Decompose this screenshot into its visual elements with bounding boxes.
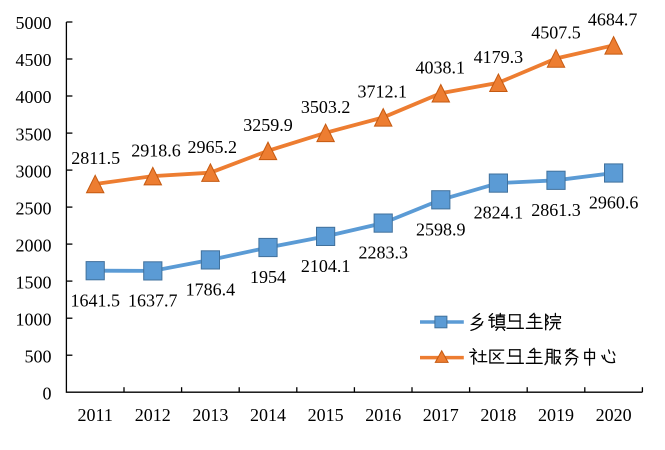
svg-text:2500: 2500 (16, 198, 52, 218)
svg-text:1954: 1954 (250, 267, 286, 287)
svg-text:2016: 2016 (365, 405, 401, 425)
svg-text:1641.5: 1641.5 (70, 290, 120, 310)
svg-text:4500: 4500 (16, 50, 52, 70)
svg-text:500: 500 (25, 346, 52, 366)
svg-text:1637.7: 1637.7 (128, 291, 178, 311)
svg-text:2104.1: 2104.1 (301, 256, 351, 276)
svg-text:5000: 5000 (16, 13, 52, 33)
svg-text:4038.1: 4038.1 (416, 57, 466, 77)
svg-text:4684.7: 4684.7 (588, 10, 638, 30)
svg-text:3000: 3000 (16, 161, 52, 181)
svg-text:4507.5: 4507.5 (531, 23, 581, 43)
svg-text:2012: 2012 (135, 405, 171, 425)
svg-text:2824.1: 2824.1 (474, 203, 524, 223)
svg-text:3500: 3500 (16, 124, 52, 144)
svg-text:3712.1: 3712.1 (357, 82, 407, 102)
svg-text:2918.6: 2918.6 (131, 140, 181, 160)
svg-text:2000: 2000 (16, 235, 52, 255)
svg-text:2015: 2015 (308, 405, 344, 425)
svg-text:2811.5: 2811.5 (71, 148, 120, 168)
svg-text:2598.9: 2598.9 (416, 219, 466, 239)
svg-text:0: 0 (43, 383, 52, 403)
svg-text:2020: 2020 (596, 405, 632, 425)
svg-text:2014: 2014 (250, 405, 286, 425)
svg-text:2013: 2013 (192, 405, 228, 425)
svg-text:3503.2: 3503.2 (301, 97, 351, 117)
svg-text:3259.9: 3259.9 (243, 115, 293, 135)
svg-text:1500: 1500 (16, 272, 52, 292)
svg-text:4179.3: 4179.3 (474, 47, 524, 67)
svg-text:2019: 2019 (538, 405, 574, 425)
svg-text:2011: 2011 (78, 405, 113, 425)
svg-text:2960.6: 2960.6 (589, 193, 639, 213)
svg-text:2018: 2018 (480, 405, 516, 425)
svg-text:2017: 2017 (423, 405, 459, 425)
svg-text:2283.3: 2283.3 (358, 243, 408, 263)
svg-text:2861.3: 2861.3 (531, 200, 581, 220)
svg-text:1786.4: 1786.4 (186, 280, 236, 300)
svg-text:2965.2: 2965.2 (187, 137, 237, 157)
svg-text:1000: 1000 (16, 309, 52, 329)
svg-text:4000: 4000 (16, 87, 52, 107)
